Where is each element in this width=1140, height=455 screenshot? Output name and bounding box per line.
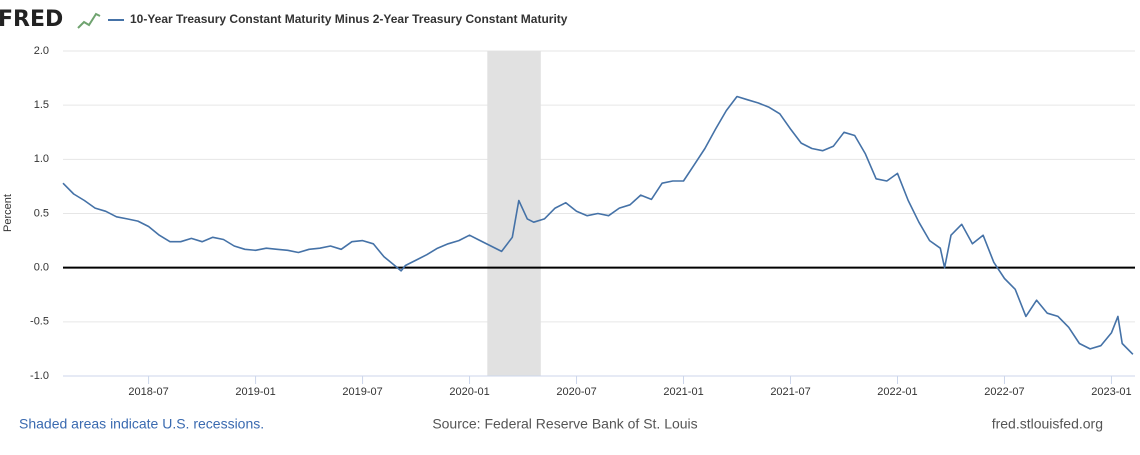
- x-tick-label: 2022-01: [877, 386, 917, 398]
- logo: FRED: [0, 7, 63, 32]
- legend-label: 10-Year Treasury Constant Maturity Minus…: [130, 12, 568, 26]
- x-tick-label: 2018-07: [128, 386, 168, 398]
- y-axis-label: Percent: [2, 194, 14, 232]
- x-tick-label: 2020-07: [556, 386, 596, 398]
- footer-source: Source: Federal Reserve Bank of St. Loui…: [432, 416, 697, 432]
- logo-icon: [77, 12, 101, 29]
- recession-band: [487, 51, 541, 376]
- y-tick-label: 0.5: [34, 207, 49, 219]
- footer-note: Shaded areas indicate U.S. recessions.: [19, 416, 264, 432]
- y-tick-label: 1.0: [34, 153, 49, 165]
- x-tick-label: 2021-07: [770, 386, 810, 398]
- y-tick-label: -1.0: [30, 370, 49, 382]
- x-tick-label: 2020-01: [449, 386, 489, 398]
- x-tick-label: 2022-07: [984, 386, 1024, 398]
- x-tick-label: 2021-01: [663, 386, 703, 398]
- y-tick-label: 1.5: [34, 99, 49, 111]
- x-tick-label: 2019-01: [235, 386, 275, 398]
- x-tick-label: 2019-07: [342, 386, 382, 398]
- y-tick-label: -0.5: [30, 316, 49, 328]
- y-tick-label: 0.0: [34, 262, 49, 274]
- y-tick-label: 2.0: [34, 45, 49, 57]
- series-line: [62, 95, 1134, 355]
- footer-site: fred.stlouisfed.org: [992, 416, 1103, 432]
- x-tick-label: 2023-01: [1091, 386, 1131, 398]
